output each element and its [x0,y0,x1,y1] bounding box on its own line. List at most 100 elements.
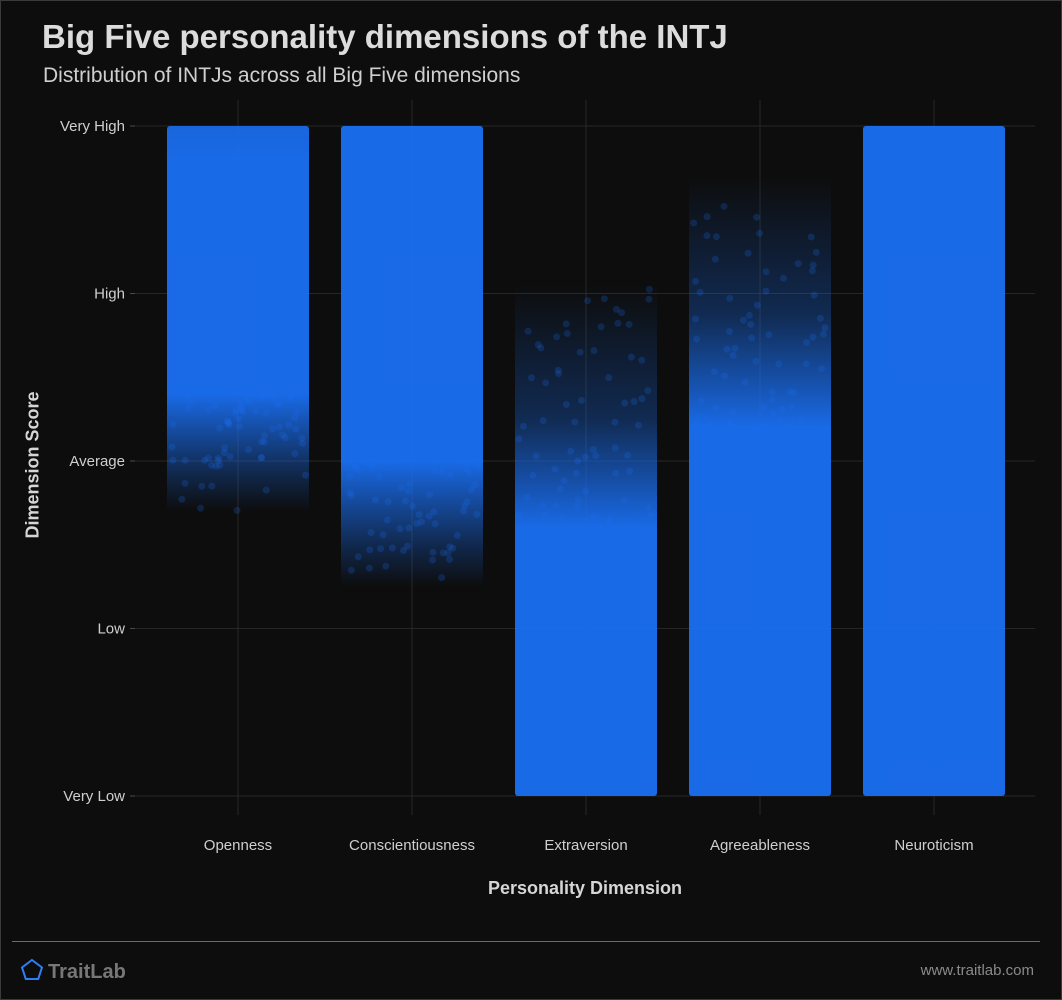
data-point [211,402,219,410]
data-point [756,229,764,237]
data-point [520,422,527,430]
data-point [555,370,563,378]
data-point [223,417,231,425]
data-point [620,497,628,505]
data-point [524,327,532,335]
data-point [237,399,245,407]
data-point [238,403,246,411]
data-point [405,524,413,532]
data-point [365,564,373,572]
data-point [446,543,454,551]
data-point [692,315,699,323]
data-point [249,390,257,398]
series-openness [167,126,310,514]
data-point [185,405,192,413]
data-point [475,463,483,471]
data-point [367,462,375,470]
data-point [352,463,360,471]
data-point [473,460,481,468]
data-point [453,532,461,539]
data-point [537,344,545,352]
data-point [413,520,421,528]
data-point [645,524,652,532]
data-point [554,366,562,374]
data-point [367,529,375,536]
data-point [563,330,571,337]
data-point [462,465,470,472]
data-point [225,418,232,426]
data-point [515,511,523,519]
data-point [576,348,584,356]
data-point [429,556,437,564]
data-point [201,456,209,464]
data-point [346,459,354,467]
distribution-band-neuroticism [863,126,1005,796]
x-tick-label: Agreeableness [710,837,810,854]
data-point [802,339,810,346]
data-point [382,562,390,570]
data-point [226,453,234,461]
data-point [539,501,547,509]
data-point [411,459,419,467]
data-point [449,544,457,552]
data-point [541,511,549,519]
data-point [710,368,718,376]
y-tick-label: Very High [60,118,125,135]
data-point [184,390,192,398]
data-point [523,493,531,501]
data-point [273,400,281,408]
data-point [741,378,749,386]
data-point [409,502,416,510]
data-point [588,513,596,521]
data-point [712,233,720,241]
data-point [614,319,622,327]
data-point [347,566,355,574]
data-point [269,425,276,433]
data-point [168,443,176,451]
data-point [729,408,737,416]
data-point [768,388,776,396]
data-point [463,498,471,506]
chart-title: Big Five personality dimensions of the I… [42,18,728,55]
data-point [455,457,463,465]
data-point [638,395,646,403]
data-point [473,511,481,518]
distribution-band-agreeableness [689,176,831,796]
data-point [429,548,437,556]
data-point [404,542,411,550]
data-point [618,309,626,317]
jitter-points-conscientiousness [346,457,483,582]
data-point [647,511,655,519]
data-point [439,549,447,557]
data-point [539,417,547,425]
data-point [231,409,239,417]
data-point [761,423,769,430]
data-point [729,351,737,359]
data-point [371,496,379,504]
data-point [821,324,829,332]
chart-subtitle: Distribution of INTJs across all Big Fiv… [43,64,521,87]
data-point [431,458,439,465]
data-point [184,393,192,401]
data-point [584,297,592,305]
data-point [695,413,703,421]
data-point [397,458,404,465]
data-point [275,423,283,431]
data-point [744,249,752,257]
data-point [589,446,597,454]
data-point [711,255,719,263]
data-point [362,458,370,466]
data-point [726,419,734,427]
data-point [258,438,265,446]
x-tick-label: Openness [204,837,272,854]
data-point [706,419,714,427]
data-point [287,395,295,403]
data-point [429,457,437,465]
data-point [169,456,177,464]
data-point [444,549,452,557]
data-point [612,469,620,477]
y-tick-label: Very Low [63,788,125,805]
x-tick-label: Extraversion [544,837,627,854]
jitter-points-openness [168,390,310,514]
data-point [691,420,699,428]
